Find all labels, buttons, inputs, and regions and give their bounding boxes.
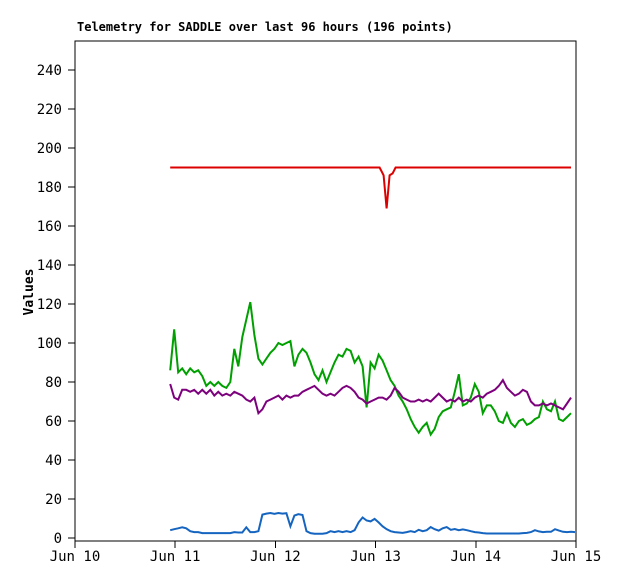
series-green-line — [169, 301, 572, 437]
series-blue-line — [169, 511, 576, 535]
y-tick-label: 0 — [54, 531, 62, 547]
x-tick-label: Jun 12 — [250, 549, 301, 565]
x-tick-label: Jun 15 — [551, 549, 602, 565]
x-tick-label: Jun 14 — [451, 549, 502, 565]
y-tick-label: 140 — [37, 258, 62, 274]
y-tick-label: 220 — [37, 102, 62, 118]
x-tick-label: Jun 13 — [350, 549, 401, 565]
y-tick-label: 100 — [37, 336, 62, 352]
y-tick-label: 80 — [45, 375, 62, 391]
y-tick-label: 120 — [37, 297, 62, 313]
y-axis-label: Values — [22, 269, 37, 316]
plot-area — [74, 40, 577, 542]
series-lines — [169, 166, 576, 535]
chart-title: Telemetry for SADDLE over last 96 hours … — [77, 20, 453, 34]
y-tick-label: 240 — [37, 63, 62, 79]
y-tick-label: 160 — [37, 219, 62, 235]
series-red-line — [170, 166, 571, 209]
y-tick-label: 40 — [45, 453, 62, 469]
y-tick-label: 180 — [37, 180, 62, 196]
series-purple-line — [169, 378, 572, 416]
x-tick-label: Jun 11 — [150, 549, 201, 565]
y-axis-ticks: 0 20 40 60 80 100 120 140 160 180 200 220 240 — [37, 63, 75, 547]
x-axis-ticks: Jun 10 Jun 11 Jun 12 Jun 13 Jun 14 Jun 15 — [50, 541, 602, 565]
y-tick-label: 20 — [45, 492, 62, 508]
y-tick-label: 200 — [37, 141, 62, 157]
y-tick-label: 60 — [45, 414, 62, 430]
x-tick-label: Jun 10 — [50, 549, 101, 565]
